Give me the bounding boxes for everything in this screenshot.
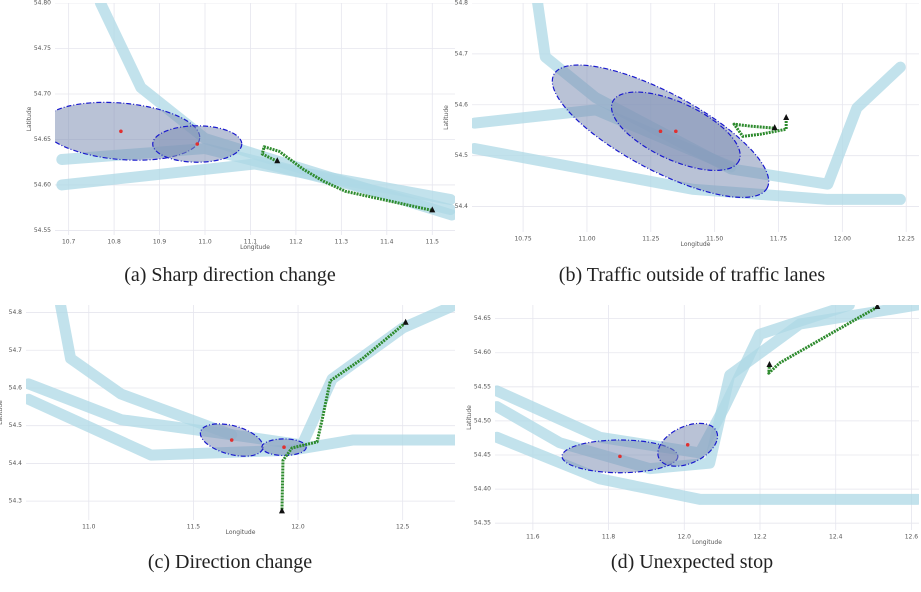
cluster-center [195, 142, 200, 146]
y-tick-label: 54.55 [474, 383, 491, 390]
x-tick-label: 11.1 [244, 239, 258, 246]
x-tick-label: 11.6 [526, 534, 540, 541]
y-tick-label: 54.6 [455, 101, 469, 108]
trajectory-endpoint [274, 157, 281, 164]
y-tick-label: 54.60 [34, 181, 51, 188]
panel: 11.0 11.5 12.0 12.5 54.3 54.4 54.5 54.6 54.7 54.8… [0, 305, 455, 573]
cluster-center [618, 454, 622, 459]
cluster-center [658, 129, 663, 134]
y-tick-label: 54.65 [34, 136, 51, 143]
trajectory-endpoint [402, 318, 409, 325]
cluster-center [282, 445, 286, 450]
x-tick-label: 11.5 [426, 239, 440, 246]
x-tick-label: 10.8 [107, 239, 121, 246]
panel: 10.75 11.00 11.25 11.50 11.75 12.00 12.25 54.4 5… [443, 0, 919, 286]
x-tick-label: 12.00 [834, 236, 851, 243]
y-tick-label: 54.6 [9, 384, 23, 391]
trajectory-endpoint [278, 507, 285, 514]
y-axis-label: Latitude [443, 105, 450, 130]
trajectory [260, 145, 433, 212]
y-tick-label: 54.7 [455, 50, 469, 57]
y-tick-label: 54.3 [9, 498, 23, 505]
trajectory-endpoint [766, 361, 773, 367]
x-tick-label: 11.5 [187, 524, 201, 531]
x-tick-label: 11.25 [642, 236, 659, 243]
y-tick-label: 54.5 [455, 152, 469, 159]
x-tick-label: 12.2 [753, 534, 767, 541]
trajectory [732, 118, 788, 138]
trajectory-endpoint [429, 206, 436, 213]
y-tick-label: 54.8 [9, 309, 23, 316]
x-tick-label: 11.50 [706, 236, 723, 243]
cluster-center [674, 129, 678, 134]
x-tick-label: 10.9 [153, 239, 167, 246]
trajectory-endpoint [783, 114, 790, 121]
traffic-lane [472, 143, 906, 205]
x-tick-label: 11.0 [82, 524, 96, 531]
x-tick-label: 11.00 [578, 236, 595, 243]
plot-area [26, 305, 455, 520]
trajectory-endpoint [874, 305, 881, 310]
traffic-lane [495, 431, 919, 505]
y-tick-label: 54.8 [455, 0, 469, 7]
plot-area [472, 3, 919, 232]
y-tick-label: 54.80 [34, 0, 51, 7]
y-tick-label: 54.50 [474, 417, 491, 424]
panel: 11.6 11.8 12.0 12.2 12.4 12.6 54.35 54.40 54.45 5… [466, 305, 919, 573]
x-tick-label: 12.4 [829, 534, 843, 541]
x-tick-label: 10.75 [514, 236, 531, 243]
y-tick-label: 54.4 [9, 460, 23, 467]
trajectory-endpoint [771, 124, 778, 131]
y-axis-label: Latitude [466, 405, 473, 430]
y-tick-label: 54.5 [9, 422, 23, 429]
x-tick-label: 11.8 [602, 534, 616, 541]
y-tick-label: 54.55 [34, 227, 51, 234]
x-axis-label: Longitude [240, 244, 270, 251]
y-tick-label: 54.70 [34, 90, 51, 97]
x-tick-label: 11.0 [198, 239, 212, 246]
y-axis-label: Latitude [0, 400, 4, 425]
plot-area [55, 3, 455, 235]
caption: (b) Traffic outside of traffic lanes [559, 264, 826, 286]
y-tick-label: 54.35 [474, 520, 491, 527]
x-axis-label: Longitude [681, 241, 711, 248]
trajectory [767, 305, 879, 375]
x-tick-label: 12.5 [396, 524, 410, 531]
caption: (c) Direction change [148, 551, 312, 573]
y-tick-label: 54.75 [34, 45, 51, 52]
caption: (a) Sharp direction change [124, 264, 336, 286]
caption: (d) Unexpected stop [611, 551, 773, 573]
x-axis-label: Longitude [226, 529, 256, 536]
traffic-lane [55, 305, 238, 441]
y-tick-label: 54.7 [9, 347, 23, 354]
plot-area [495, 305, 919, 530]
x-tick-label: 12.0 [291, 524, 305, 531]
x-axis-label: Longitude [692, 539, 722, 546]
x-tick-label: 11.2 [289, 239, 303, 246]
y-tick-label: 54.40 [474, 486, 491, 493]
cluster-center [229, 438, 234, 442]
x-tick-label: 10.7 [62, 239, 76, 246]
x-tick-label: 11.75 [770, 236, 787, 243]
y-tick-label: 54.60 [474, 349, 491, 356]
x-tick-label: 11.4 [380, 239, 394, 246]
y-tick-label: 54.4 [455, 203, 469, 210]
x-tick-label: 11.3 [335, 239, 349, 246]
y-tick-label: 54.45 [474, 452, 491, 459]
x-tick-label: 12.0 [678, 534, 692, 541]
y-axis-label: Latitude [26, 106, 33, 131]
cluster-center [685, 442, 690, 447]
cluster-center [119, 129, 123, 134]
y-tick-label: 54.65 [474, 315, 491, 322]
trajectory [280, 321, 407, 512]
x-tick-label: 12.25 [898, 236, 915, 243]
x-tick-label: 12.6 [905, 534, 919, 541]
panel: 10.7 10.8 10.9 11.0 11.1 11.2 11.3 11.4 11.5 54.5… [26, 0, 455, 286]
